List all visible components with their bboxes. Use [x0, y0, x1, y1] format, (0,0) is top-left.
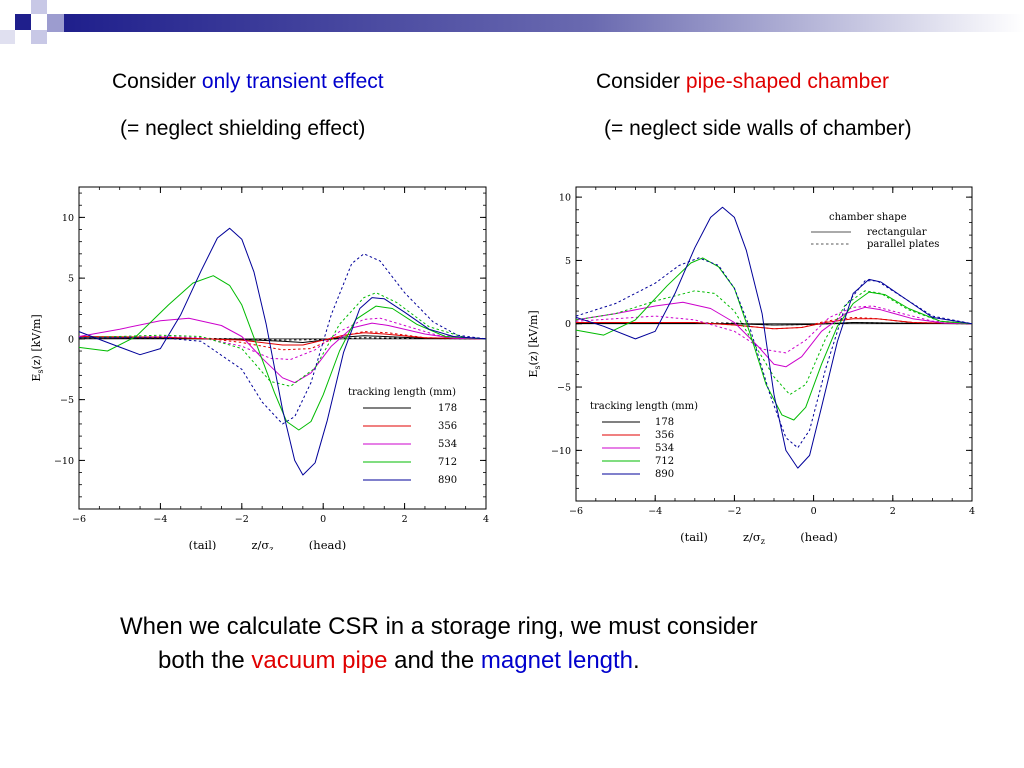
- series-line-890-solid: [78, 227, 487, 476]
- legend-label-534: 534: [655, 443, 674, 454]
- x-tick-label: −2: [235, 514, 249, 525]
- banner-square: [31, 30, 47, 44]
- x-tick-label: 4: [969, 506, 975, 517]
- legend-label-356: 356: [438, 421, 457, 432]
- x-axis-label: z/σz: [251, 538, 273, 550]
- banner-square: [31, 0, 47, 14]
- left-heading-highlight: only transient effect: [201, 70, 384, 93]
- x-tick-label: 2: [402, 514, 408, 525]
- left-heading-prefix: Consider: [112, 70, 202, 93]
- y-tick-label: −5: [557, 383, 571, 394]
- banner-square: [47, 14, 64, 32]
- banner-bar: [64, 14, 1024, 32]
- series-line-534-dashed: [575, 305, 973, 354]
- x-tick-label: −2: [727, 506, 741, 517]
- series-line-534-solid: [575, 301, 973, 368]
- legend-title: tracking length (mm): [590, 401, 698, 412]
- x-tick-label: −4: [648, 506, 662, 517]
- x-tick-label: −6: [72, 514, 86, 525]
- conclusion-part: and the: [387, 647, 481, 674]
- style-legend-label-0: rectangular: [867, 227, 927, 238]
- series-line-356-solid: [576, 318, 973, 330]
- y-tick-label: −5: [60, 395, 74, 406]
- x-tick-label: 0: [811, 506, 817, 517]
- y-tick-label: −10: [551, 446, 571, 457]
- x-axis-tail-label: (tail): [680, 530, 708, 544]
- right-heading: Consider pipe-shaped chamber: [596, 70, 889, 94]
- series-line-712-dashed: [78, 292, 487, 387]
- x-axis-head-label: (head): [309, 538, 346, 550]
- conclusion-line1: When we calculate CSR in a storage ring,…: [120, 613, 758, 640]
- right-chart: −6 −4 −2 0 2 4 10 5 0 −5 −10 Es(z) [kV/m] (tail) z/σz…: [527, 186, 975, 546]
- series-line-712-solid: [575, 257, 973, 421]
- x-axis-tail-label: (tail): [189, 538, 217, 550]
- series-line-178-solid: [576, 322, 973, 326]
- banner-square: [0, 30, 15, 44]
- conclusion-line2: both the vacuum pipe and the magnet leng…: [120, 644, 940, 678]
- series-line-534-dashed: [78, 317, 487, 360]
- banner-square: [15, 14, 31, 30]
- style-legend-title: chamber shape: [829, 212, 907, 223]
- style-legend-label-1: parallel plates: [867, 239, 939, 250]
- title-banner: [0, 0, 1024, 44]
- legend-label-712: 712: [438, 457, 457, 468]
- right-subheading: (= neglect side walls of chamber): [604, 117, 912, 140]
- series-line-890-dashed: [79, 253, 487, 425]
- legend-label-890: 890: [438, 475, 457, 486]
- y-tick-label: 10: [62, 213, 74, 224]
- conclusion-text: When we calculate CSR in a storage ring,…: [120, 610, 940, 678]
- legend-label-890: 890: [655, 469, 674, 480]
- y-tick-label: 5: [68, 274, 74, 285]
- legend-label-534: 534: [438, 439, 457, 450]
- y-tick-label: 5: [565, 256, 571, 267]
- right-heading-prefix: Consider: [596, 70, 686, 93]
- x-tick-label: −6: [569, 506, 583, 517]
- left-chart: −6 −4 −2 0 2 4 10 5 0 −5 −10 Es(z) [kV/m] (tail) z/σz…: [30, 186, 489, 550]
- y-tick-label: 0: [68, 334, 74, 345]
- legend-label-178: 178: [655, 417, 674, 428]
- plot-frame: [78, 186, 487, 510]
- y-tick-label: −10: [54, 456, 74, 467]
- x-tick-label: 4: [483, 514, 489, 525]
- conclusion-part: both the: [158, 647, 252, 674]
- x-tick-label: −4: [153, 514, 167, 525]
- legend-title: tracking length (mm): [348, 387, 456, 398]
- series-line-534-solid: [78, 317, 487, 384]
- magnet-length-text: magnet length: [480, 647, 634, 674]
- x-tick-label: 0: [320, 514, 326, 525]
- legend-label-712: 712: [655, 456, 674, 467]
- y-axis-label: Es(z) [kV/m]: [30, 314, 45, 381]
- y-axis-label: Es(z) [kV/m]: [527, 310, 542, 377]
- vacuum-pipe-text: vacuum pipe: [251, 647, 388, 674]
- legend-label-356: 356: [655, 430, 674, 441]
- x-axis-head-label: (head): [800, 530, 837, 544]
- series-line-890-solid: [575, 206, 973, 469]
- banner-square: [0, 0, 15, 15]
- x-tick-label: 2: [890, 506, 896, 517]
- left-heading: Consider only transient effect: [112, 70, 384, 94]
- y-tick-label: 0: [565, 319, 571, 330]
- right-heading-highlight: pipe-shaped chamber: [685, 70, 890, 93]
- conclusion-end: .: [633, 647, 640, 674]
- legend-label-178: 178: [438, 403, 457, 414]
- series-line-890-dashed: [575, 257, 973, 449]
- y-tick-label: 10: [559, 193, 571, 204]
- series-line-712-dashed: [575, 290, 973, 396]
- series-line-712-solid: [78, 275, 487, 431]
- x-axis-label: z/σz: [743, 530, 765, 546]
- left-subheading: (= neglect shielding effect): [120, 117, 366, 140]
